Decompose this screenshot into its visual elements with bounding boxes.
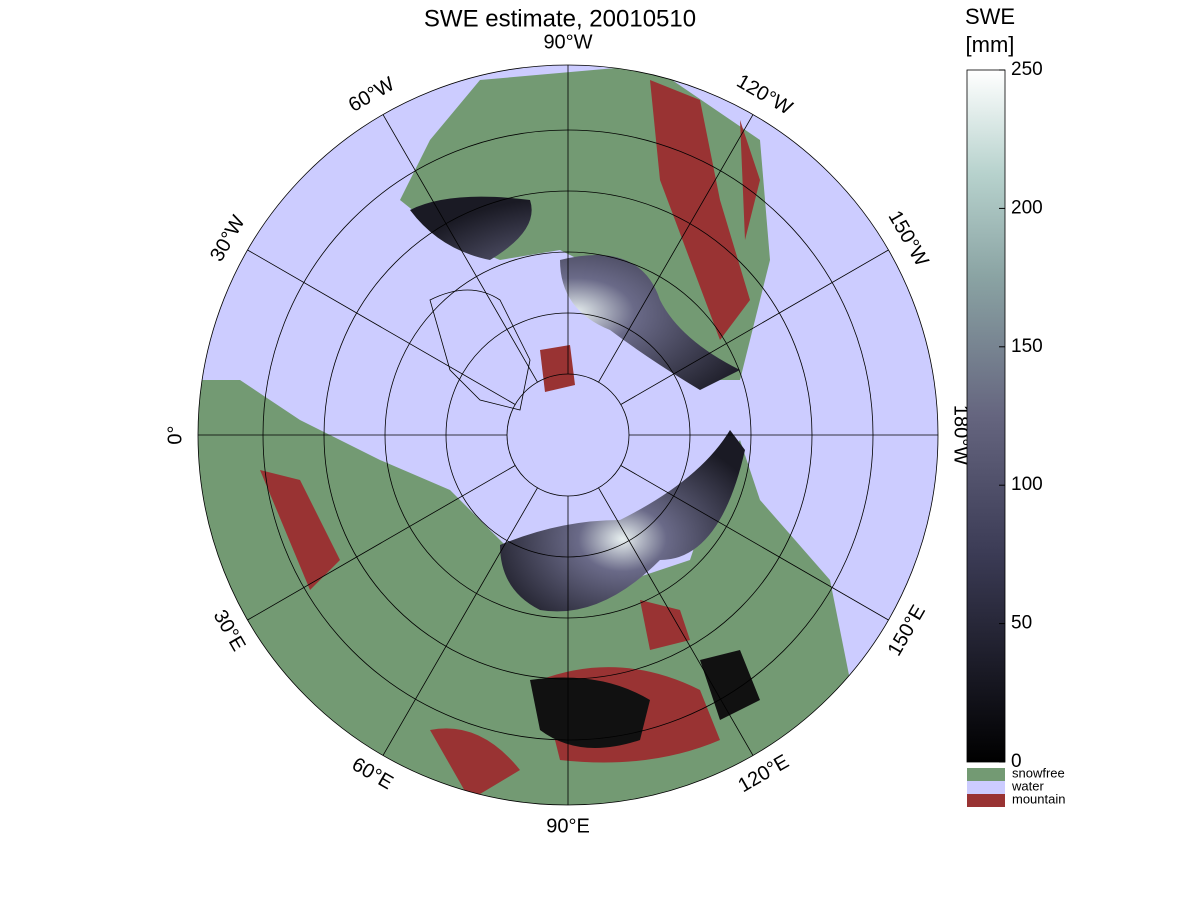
longitude-label: 180°W: [950, 405, 972, 465]
colorbar-tick-label: 100: [1011, 474, 1043, 495]
legend-swatch: [967, 768, 1005, 781]
longitude-label: 90°E: [546, 815, 590, 837]
meridian: [620, 249, 889, 405]
colorbar-tick-label: 0: [1011, 751, 1022, 772]
colorbar-title: SWE: [965, 4, 1015, 29]
map-disc: [198, 65, 938, 805]
longitude-label: 30°E: [209, 606, 250, 655]
meridian: [247, 249, 516, 405]
mountain: [540, 345, 575, 392]
longitude-label: 90°W: [543, 31, 592, 53]
meridian: [247, 465, 516, 621]
meridian: [382, 114, 538, 383]
meridian: [598, 114, 754, 383]
longitude-label: 60°E: [348, 753, 397, 794]
legend-label: snowfree: [1012, 765, 1065, 780]
legend-swatch: [967, 794, 1005, 807]
colorbar-tick-label: 200: [1011, 197, 1043, 218]
colorbar-tick-label: 250: [1011, 59, 1043, 80]
meridian: [598, 487, 754, 756]
colorbar: [966, 69, 1006, 763]
legend-label: mountain: [1012, 791, 1065, 806]
legend-swatch: [967, 781, 1005, 794]
snow-cover: [500, 430, 745, 612]
map-border: [197, 64, 939, 806]
colorbar-title: [mm]: [966, 32, 1015, 57]
legend-label: water: [1011, 778, 1044, 793]
graticule: [198, 65, 938, 805]
meridian: [382, 487, 538, 756]
snow-cover: [530, 650, 760, 748]
meridian: [620, 465, 889, 621]
colorbar-tick-label: 50: [1011, 613, 1032, 634]
snow-cover: [410, 196, 740, 390]
colorbar-tick-label: 150: [1011, 336, 1043, 357]
map-title: SWE estimate, 20010510: [424, 5, 696, 32]
mountain: [650, 80, 760, 340]
longitude-label: 0°: [164, 425, 186, 444]
colorbar-ticks: 0 50 100 150 200 250: [999, 59, 1043, 772]
